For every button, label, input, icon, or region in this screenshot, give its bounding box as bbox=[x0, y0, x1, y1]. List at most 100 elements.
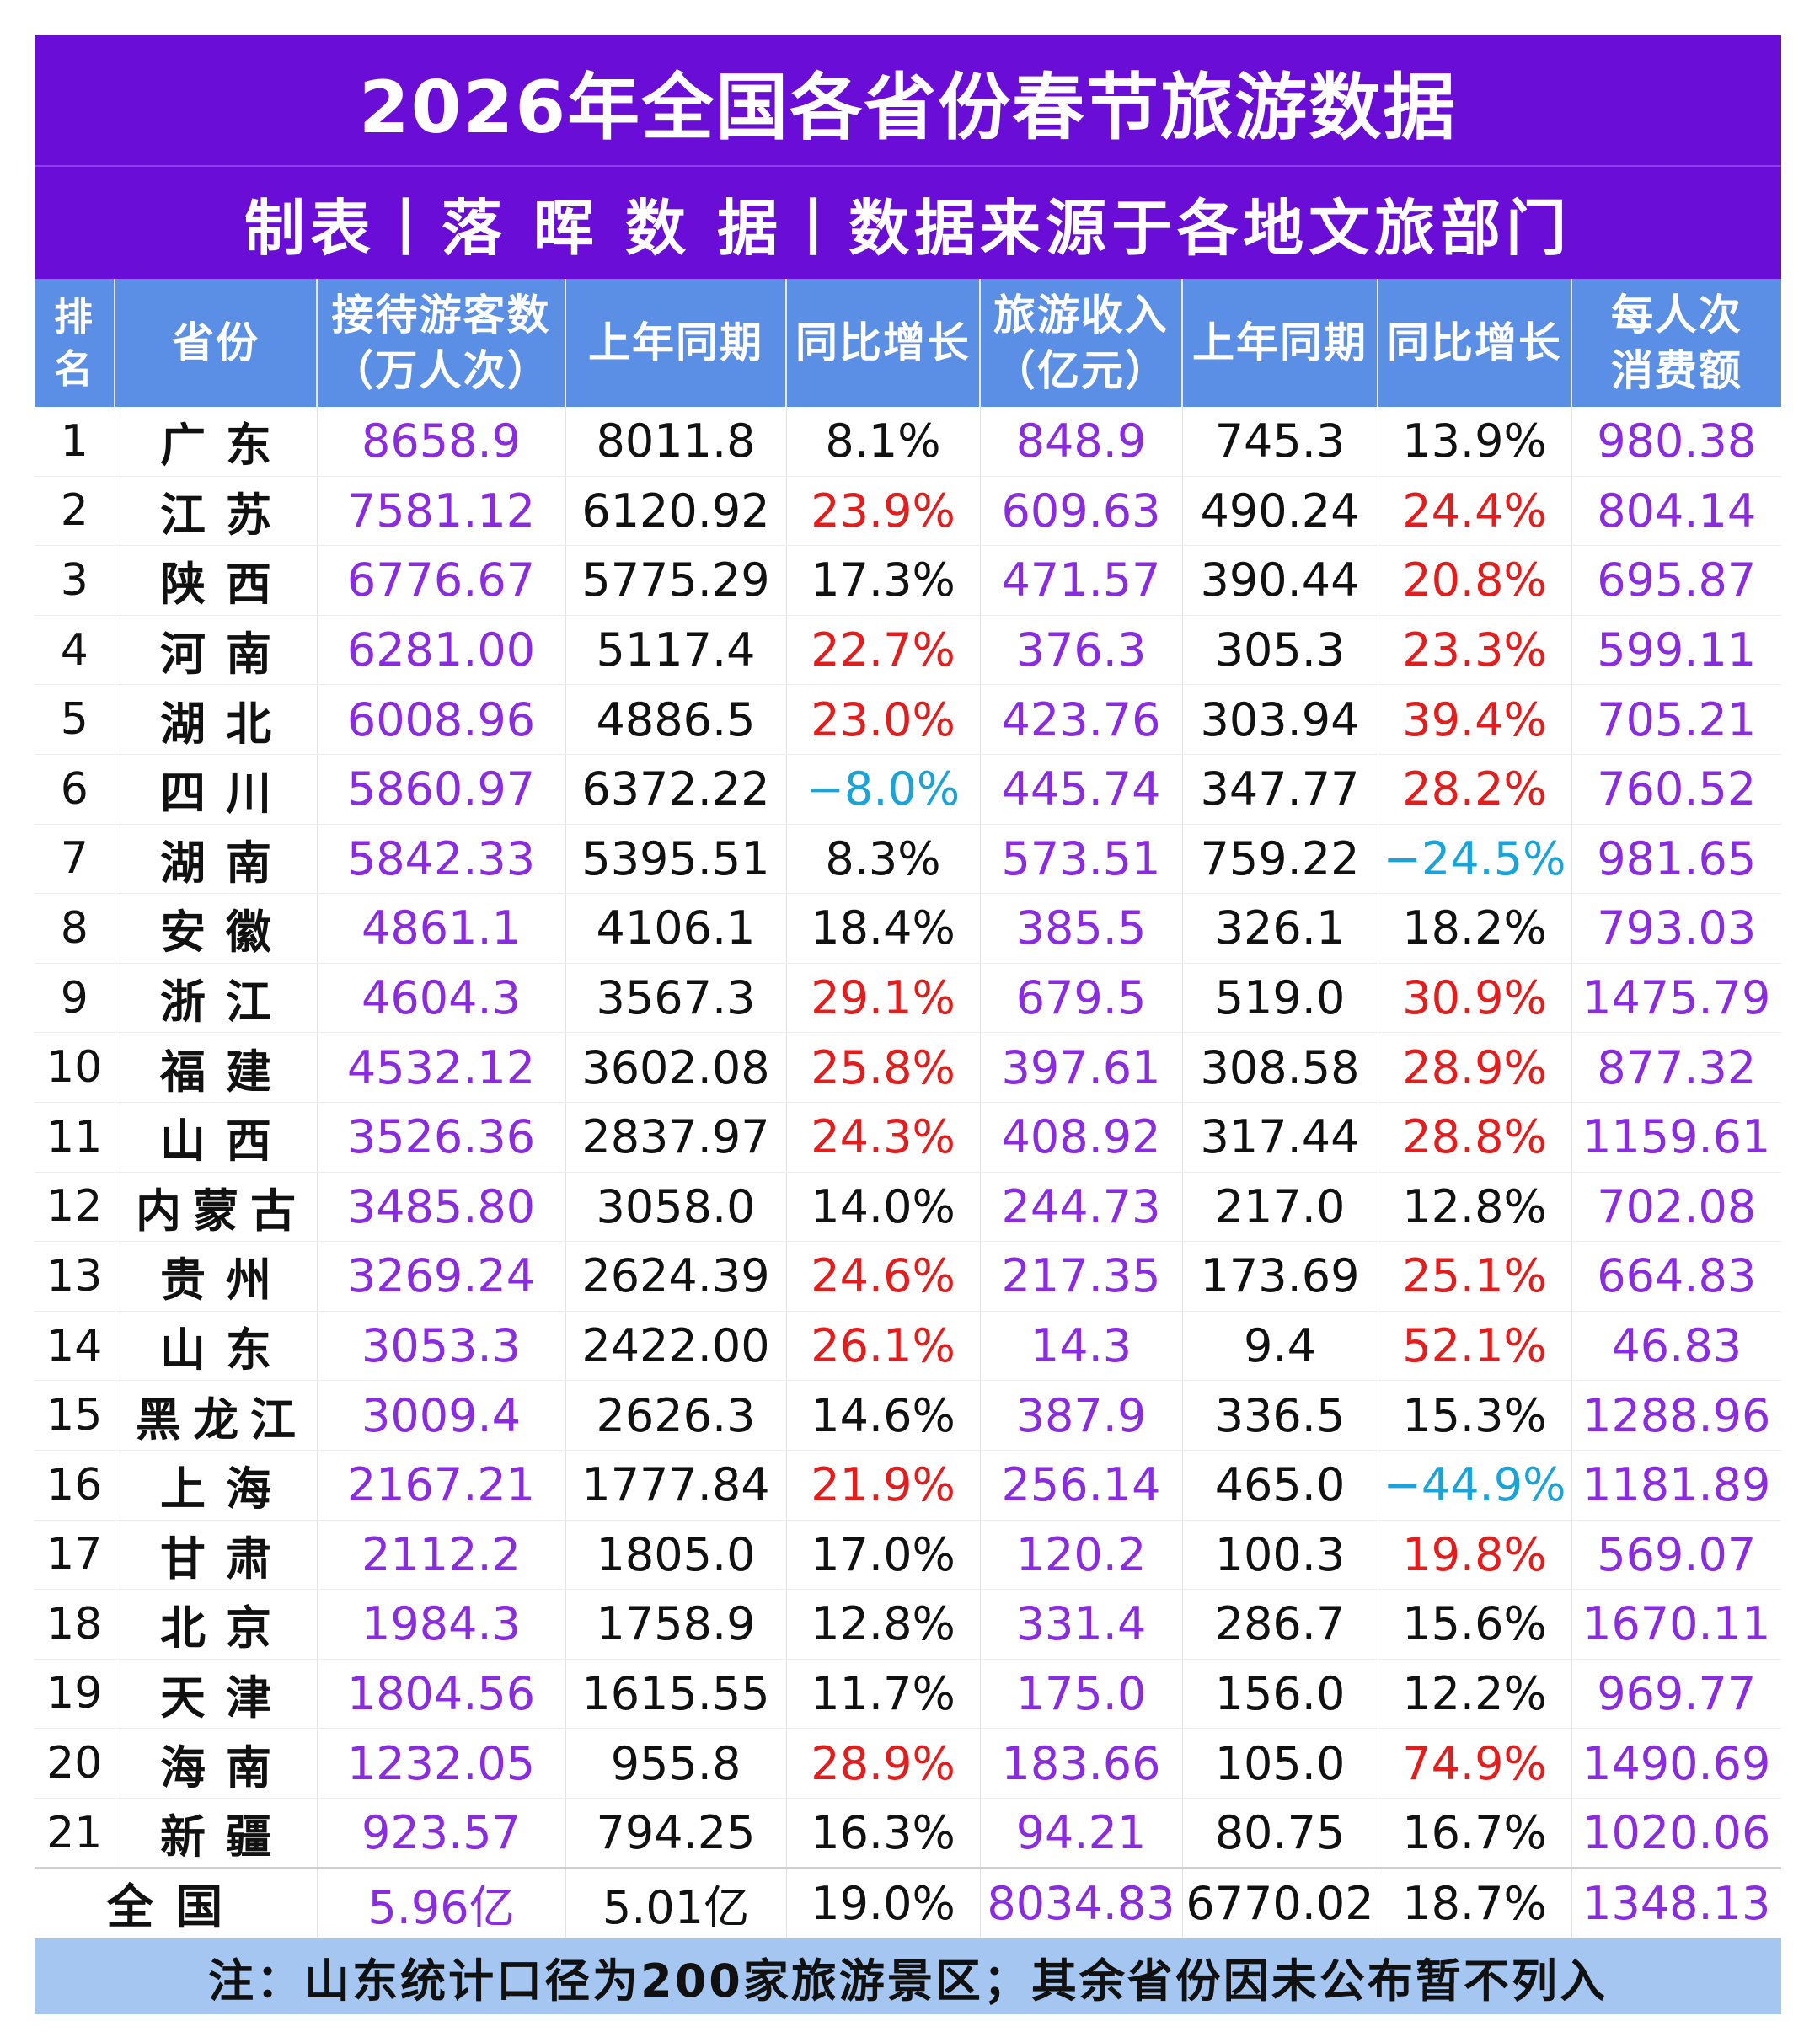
cell-province: 湖南 bbox=[115, 824, 318, 895]
cell-revenue: 376.3 bbox=[980, 615, 1183, 686]
cell-per-capita: 46.83 bbox=[1571, 1311, 1781, 1382]
header-revenue-line2: （亿元） bbox=[993, 346, 1169, 395]
cell-visitors-prev: 3602.08 bbox=[565, 1032, 787, 1103]
cell-revenue: 256.14 bbox=[980, 1450, 1183, 1521]
cell-visitors: 4532.12 bbox=[317, 1032, 566, 1103]
cell-visitors-growth: 26.1% bbox=[786, 1311, 981, 1382]
header-per-capita-line1: 每人次 bbox=[1611, 291, 1742, 340]
cell-rank: 5 bbox=[35, 684, 115, 755]
cell-province: 内蒙古 bbox=[115, 1172, 318, 1243]
table-row: 10 福建 4532.12 3602.08 25.8% 397.61 308.58 28.9%… bbox=[35, 1032, 1781, 1103]
cell-revenue-growth: 74.9% bbox=[1378, 1728, 1572, 1799]
cell-revenue-prev: 305.3 bbox=[1182, 615, 1378, 686]
cell-per-capita: 1020.06 bbox=[1571, 1798, 1781, 1869]
cell-rank: 15 bbox=[35, 1380, 115, 1451]
cell-rank: 14 bbox=[35, 1311, 115, 1382]
cell-province: 四川 bbox=[115, 754, 318, 825]
cell-revenue-growth: 28.9% bbox=[1378, 1032, 1572, 1103]
cell-revenue-prev: 156.0 bbox=[1182, 1659, 1378, 1730]
header-revenue-growth: 同比增长 bbox=[1378, 279, 1572, 407]
table-row: 6 四川 5860.97 6372.22 −8.0% 445.74 347.77 28.2% 7… bbox=[35, 754, 1781, 825]
table-row: 8 安徽 4861.1 4106.1 18.4% 385.5 326.1 18.2% 793.0… bbox=[35, 893, 1781, 964]
cell-revenue-growth: 28.2% bbox=[1378, 754, 1572, 825]
table-row: 14 山东 3053.3 2422.00 26.1% 14.3 9.4 52.1% 46.83 bbox=[35, 1311, 1781, 1382]
cell-visitors: 3485.80 bbox=[317, 1172, 566, 1243]
cell-revenue: 423.76 bbox=[980, 684, 1183, 755]
cell-visitors-prev: 5395.51 bbox=[565, 824, 787, 895]
table-title: 2026年全国各省份春节旅游数据 bbox=[35, 35, 1781, 165]
cell-revenue: 848.9 bbox=[980, 407, 1183, 477]
cell-revenue-prev: 759.22 bbox=[1182, 824, 1378, 895]
cell-visitors-growth: 29.1% bbox=[786, 963, 981, 1034]
cell-revenue: 679.5 bbox=[980, 963, 1183, 1034]
cell-province: 海南 bbox=[115, 1728, 318, 1799]
cell-visitors: 2167.21 bbox=[317, 1450, 566, 1521]
cell-revenue-growth: 18.2% bbox=[1378, 893, 1572, 964]
cell-revenue-growth: 23.3% bbox=[1378, 615, 1572, 686]
cell-rank: 17 bbox=[35, 1520, 115, 1591]
cell-visitors-growth: 14.0% bbox=[786, 1172, 981, 1243]
cell-visitors-prev: 955.8 bbox=[565, 1728, 787, 1799]
cell-revenue: 445.74 bbox=[980, 754, 1183, 825]
cell-visitors-prev: 5117.4 bbox=[565, 615, 787, 686]
cell-revenue: 609.63 bbox=[980, 476, 1183, 547]
cell-province: 江苏 bbox=[115, 476, 318, 547]
cell-revenue-prev: 326.1 bbox=[1182, 893, 1378, 964]
cell-revenue-growth: 19.8% bbox=[1378, 1520, 1572, 1591]
cell-rank: 19 bbox=[35, 1659, 115, 1730]
cell-revenue: 408.92 bbox=[980, 1102, 1183, 1173]
table-row: 19 天津 1804.56 1615.55 11.7% 175.0 156.0 12.2% 96… bbox=[35, 1659, 1781, 1730]
total-visitors-growth: 19.0% bbox=[786, 1867, 981, 1939]
cell-province: 贵州 bbox=[115, 1241, 318, 1312]
cell-rank: 6 bbox=[35, 754, 115, 825]
cell-visitors-prev: 1777.84 bbox=[565, 1450, 787, 1521]
cell-per-capita: 599.11 bbox=[1571, 615, 1781, 686]
cell-revenue: 573.51 bbox=[980, 824, 1183, 895]
tourism-data-table: 排 名 省份 接待游客数 （万人次） 上年同期 同比增长 旅游收入 （亿元） 上… bbox=[35, 279, 1781, 1939]
cell-province: 广东 bbox=[115, 407, 318, 477]
cell-visitors: 7581.12 bbox=[317, 476, 566, 547]
cell-province: 黑龙江 bbox=[115, 1380, 318, 1451]
header-rank-line1: 排 bbox=[54, 294, 94, 340]
data-sheet: 2026年全国各省份春节旅游数据 制表丨落 晖 数 据丨数据来源于各地文旅部门 … bbox=[35, 35, 1781, 2015]
header-rank-line2: 名 bbox=[54, 346, 94, 392]
cell-revenue: 94.21 bbox=[980, 1798, 1183, 1869]
cell-province: 新疆 bbox=[115, 1798, 318, 1869]
cell-visitors-prev: 2624.39 bbox=[565, 1241, 787, 1312]
table-row: 3 陕西 6776.67 5775.29 17.3% 471.57 390.44 20.8% 6… bbox=[35, 545, 1781, 616]
table-row: 17 甘肃 2112.2 1805.0 17.0% 120.2 100.3 19.8% 569.… bbox=[35, 1520, 1781, 1591]
table-row: 5 湖北 6008.96 4886.5 23.0% 423.76 303.94 39.4% 70… bbox=[35, 684, 1781, 755]
cell-revenue: 387.9 bbox=[980, 1380, 1183, 1451]
cell-visitors: 5842.33 bbox=[317, 824, 566, 895]
total-row: 全国 5.96亿 5.01亿 19.0% 8034.83 6770.02 18.… bbox=[35, 1867, 1781, 1939]
cell-rank: 4 bbox=[35, 615, 115, 686]
cell-visitors-growth: 16.3% bbox=[786, 1798, 981, 1869]
total-revenue-prev: 6770.02 bbox=[1182, 1867, 1378, 1939]
cell-rank: 12 bbox=[35, 1172, 115, 1243]
cell-province: 福建 bbox=[115, 1032, 318, 1103]
table-row: 13 贵州 3269.24 2624.39 24.6% 217.35 173.69 25.1%… bbox=[35, 1241, 1781, 1312]
cell-visitors-growth: 21.9% bbox=[786, 1450, 981, 1521]
header-revenue-line1: 旅游收入 bbox=[993, 291, 1169, 340]
cell-rank: 9 bbox=[35, 963, 115, 1034]
header-visitors: 接待游客数 （万人次） bbox=[317, 279, 566, 407]
cell-rank: 18 bbox=[35, 1589, 115, 1660]
cell-province: 浙江 bbox=[115, 963, 318, 1034]
cell-visitors-growth: 25.8% bbox=[786, 1032, 981, 1103]
cell-visitors-growth: 24.3% bbox=[786, 1102, 981, 1173]
cell-visitors-prev: 4886.5 bbox=[565, 684, 787, 755]
cell-rank: 2 bbox=[35, 476, 115, 547]
header-visitors-growth: 同比增长 bbox=[786, 279, 981, 407]
cell-province: 河南 bbox=[115, 615, 318, 686]
cell-visitors-prev: 794.25 bbox=[565, 1798, 787, 1869]
cell-per-capita: 702.08 bbox=[1571, 1172, 1781, 1243]
cell-per-capita: 980.38 bbox=[1571, 407, 1781, 477]
cell-revenue-growth: 15.6% bbox=[1378, 1589, 1572, 1660]
cell-revenue: 14.3 bbox=[980, 1311, 1183, 1382]
cell-revenue: 331.4 bbox=[980, 1589, 1183, 1660]
header-visitors-line2: （万人次） bbox=[331, 346, 551, 395]
cell-visitors: 6281.00 bbox=[317, 615, 566, 686]
cell-per-capita: 1490.69 bbox=[1571, 1728, 1781, 1799]
table-row: 15 黑龙江 3009.4 2626.3 14.6% 387.9 336.5 15.3% 128… bbox=[35, 1380, 1781, 1451]
cell-visitors-growth: 23.0% bbox=[786, 684, 981, 755]
